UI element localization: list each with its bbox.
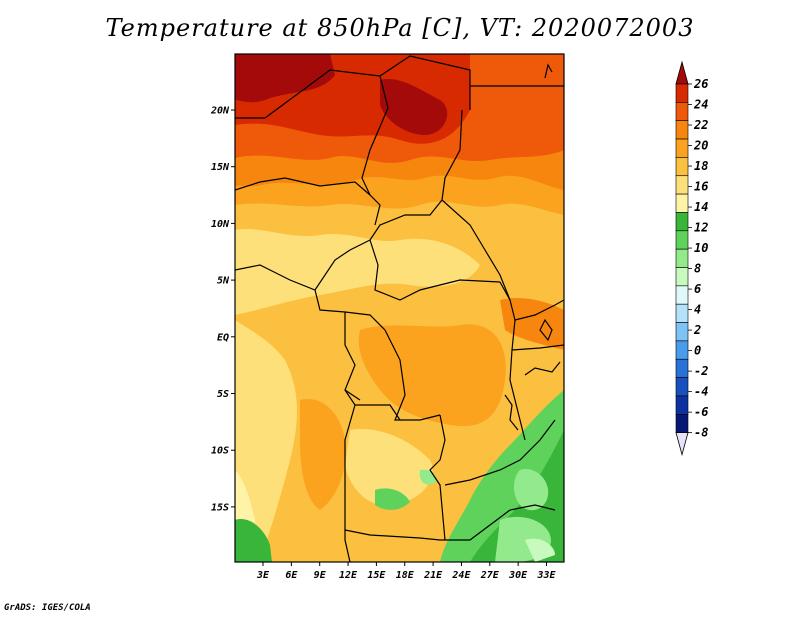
- colorbar-label: 14: [694, 200, 708, 214]
- lon-tick-label: 6E: [285, 570, 298, 581]
- colorbar-label: 0: [694, 344, 701, 358]
- latitude-axis: 20N 15N 10N 5N EQ 5S 10S 15S: [210, 106, 235, 513]
- lat-tick-label: 5S: [217, 389, 229, 400]
- colorbar-swatch: [675, 413, 689, 433]
- lat-tick-label: 10S: [211, 446, 229, 457]
- colorbar-swatch: [675, 138, 689, 158]
- colorbar-label: 20: [693, 139, 708, 153]
- colorbar-label: -4: [694, 385, 708, 399]
- colorbar-swatch: [675, 285, 689, 305]
- colorbar-swatch: [675, 340, 689, 360]
- colorbar-swatch: [675, 83, 689, 103]
- colorbar-label: 8: [694, 262, 701, 276]
- colorbar-swatch: [675, 157, 689, 177]
- country-borders: [235, 55, 564, 562]
- longitude-axis: 3E 6E 9E 12E 15E 18E 21E 24E 27E 30E 33E: [256, 562, 557, 581]
- colorbar-label: 16: [694, 180, 708, 194]
- colorbar-label: 26: [693, 77, 708, 91]
- map-frame: [234, 53, 565, 563]
- lon-tick-label: 12E: [339, 570, 358, 581]
- colorbar-label: 12: [694, 221, 708, 235]
- colorbar-swatch: [675, 303, 689, 323]
- credit-label: GrADS: IGES/COLA: [4, 603, 91, 613]
- colorbar-swatch: [675, 395, 689, 415]
- colorbar-label: -8: [694, 426, 708, 440]
- colorbar-swatch: [675, 358, 689, 378]
- lon-tick-label: 27E: [480, 570, 500, 581]
- colorbar-label: 4: [694, 303, 701, 317]
- colorbar-swatch: [675, 120, 689, 140]
- colorbar-swatch: [675, 175, 689, 195]
- temperature-field: [235, 54, 564, 562]
- colorbar-bottom-arrow: [675, 432, 689, 457]
- lon-tick-label: 21E: [423, 570, 443, 581]
- colorbar-label: 22: [693, 118, 708, 132]
- colorbar-top-arrow: [675, 60, 689, 85]
- lat-tick-label: 15S: [211, 502, 229, 513]
- colorbar-swatch: [675, 322, 689, 342]
- chart-title: Temperature at 850hPa [C], VT: 202007200…: [105, 14, 695, 42]
- lon-tick-label: 33E: [536, 570, 556, 581]
- colorbar-swatch: [675, 267, 689, 287]
- colorbar-label: 10: [694, 241, 708, 255]
- colorbar-label: 18: [694, 159, 708, 173]
- lat-tick-label: EQ: [217, 332, 229, 343]
- lat-tick-label: 5N: [217, 276, 230, 287]
- colorbar-label: 24: [693, 98, 708, 112]
- lat-tick-label: 15N: [211, 162, 230, 173]
- colorbar-label: -6: [694, 405, 708, 419]
- colorbar-swatch: [675, 377, 689, 397]
- lat-tick-label: 10N: [211, 219, 230, 230]
- colorbar-swatch: [675, 230, 689, 250]
- colorbar-swatch: [675, 102, 689, 121]
- colorbar-swatch: [675, 248, 689, 268]
- colorbar-label: 6: [694, 282, 701, 296]
- colorbar-swatch: [675, 193, 689, 213]
- lon-tick-label: 18E: [396, 570, 415, 581]
- lon-tick-label: 3E: [256, 570, 270, 581]
- colorbar-label: 2: [693, 323, 701, 337]
- colorbar-swatch: [675, 212, 689, 232]
- lon-tick-label: 24E: [451, 570, 471, 581]
- lon-tick-label: 9E: [314, 570, 327, 581]
- colorbar-label: -2: [694, 364, 708, 378]
- lon-tick-label: 30E: [508, 570, 528, 581]
- lon-tick-label: 15E: [367, 570, 386, 581]
- lat-tick-label: 20N: [210, 106, 230, 117]
